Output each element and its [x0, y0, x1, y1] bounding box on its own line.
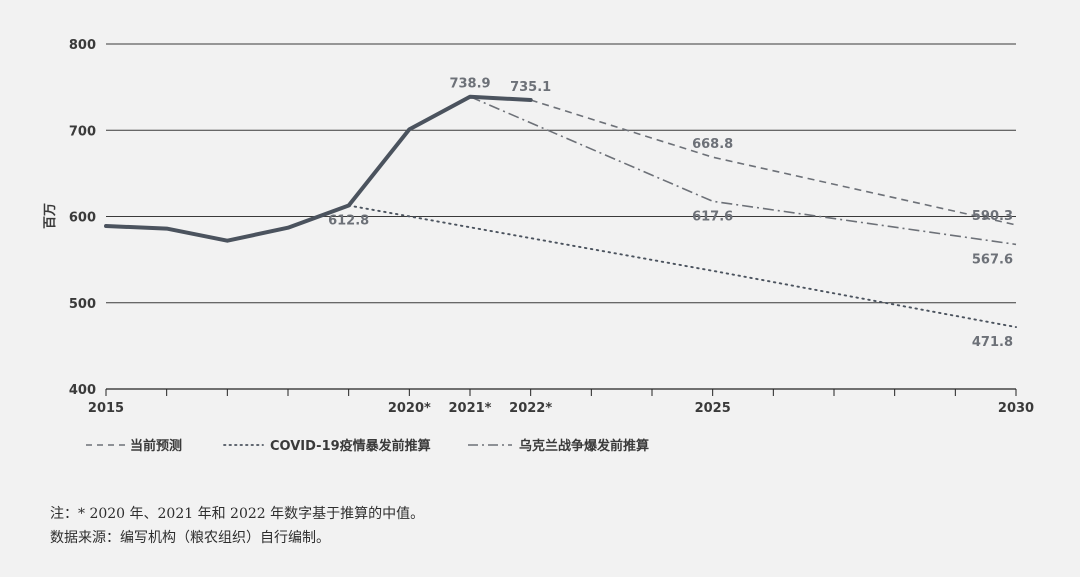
- y-tick-label-400: 400: [69, 383, 96, 398]
- y-tick-label-800: 800: [69, 38, 96, 53]
- y-tick-label-500: 500: [69, 297, 96, 312]
- series-line-dotted: [347, 204, 1017, 329]
- source-note: 数据来源：编写机构（粮农组织）自行编制。: [50, 530, 330, 546]
- series-line-solid: [104, 94, 533, 243]
- footnote: 注：* 2020 年、2021 年和 2022 年数字基于推算的中值。: [50, 506, 425, 522]
- data-label-567-6: 567.6: [972, 252, 1013, 267]
- series-line-dashed: [530, 99, 1017, 226]
- x-tick-label-2021: 2021*: [449, 401, 492, 416]
- data-label-617-6: 617.6: [692, 209, 733, 224]
- legend: 当前预测 COVID-19疫情暴发前推算 乌克兰战争爆发前推算: [86, 438, 649, 454]
- x-tick-label-2022: 2022*: [509, 401, 552, 416]
- legend-label-covid: COVID-19疫情暴发前推算: [270, 438, 431, 454]
- x-tick-label-2025: 2025: [695, 401, 731, 416]
- data-label-668-8: 668.8: [692, 137, 733, 152]
- data-label-471-8: 471.8: [972, 335, 1013, 350]
- data-label-612-8: 612.8: [328, 213, 369, 228]
- y-axis-label: 百万: [43, 203, 58, 229]
- y-gridlines: [106, 43, 1016, 304]
- axes: 400 500 600 700 800 2015 2020* 2021* 2022* 2025 20…: [69, 38, 1034, 416]
- data-labels: 612.8 738.9 735.1 668.8 617.6 590.3 567.6 471.8: [328, 77, 1013, 350]
- data-label-590-3: 590.3: [972, 209, 1013, 224]
- legend-label-ukraine: 乌克兰战争爆发前推算: [519, 438, 649, 454]
- legend-label-current: 当前预测: [130, 438, 182, 454]
- data-label-735-1: 735.1: [510, 80, 551, 95]
- y-tick-label-600: 600: [69, 211, 96, 226]
- data-label-738-9: 738.9: [449, 77, 490, 92]
- x-tick-label-2030: 2030: [998, 401, 1034, 416]
- x-tick-label-2015: 2015: [88, 401, 124, 416]
- series-lines: [104, 94, 1017, 329]
- series-line-dashdot: [469, 95, 1017, 246]
- x-tick-label-2020: 2020*: [388, 401, 431, 416]
- y-tick-label-700: 700: [69, 124, 96, 139]
